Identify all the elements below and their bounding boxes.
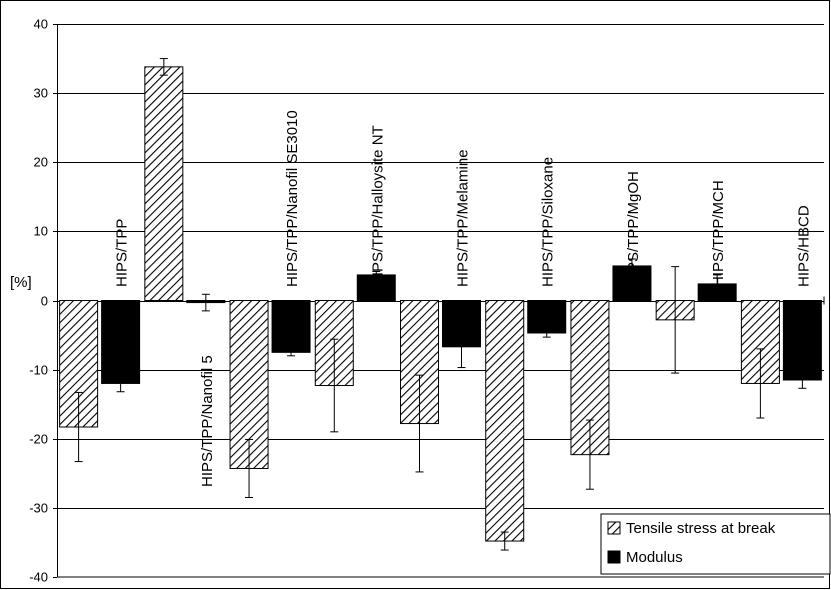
category-label: HIPS/TPP/MgOH (625, 171, 642, 287)
category-label: HIPS/HBCD (795, 205, 812, 287)
category-label: HIPS/TPP/Halloysite NT (369, 125, 386, 287)
y-axis-label: [%] (10, 274, 32, 291)
bar-modulus (527, 300, 567, 334)
legend: Tensile stress at break Modulus (600, 513, 831, 575)
bar-modulus (782, 300, 822, 381)
error-bars (74, 58, 807, 551)
bar-tensile-stress (485, 300, 525, 542)
category-label: HIPS/TPP/Nanofil SE3010 (284, 110, 301, 287)
category-label: HIPS/TPP/MCH (710, 180, 727, 287)
y-tick-label: -40 (29, 570, 48, 585)
legend-label-tensile: Tensile stress at break (626, 520, 776, 537)
bar-modulus (101, 300, 141, 384)
bars (59, 66, 822, 542)
bar-modulus (271, 300, 311, 353)
y-tick-labels: 40 30 20 10 0 -10 -20 -30 -40 (29, 17, 48, 585)
category-label: HIPS/TPP/Melamine (455, 149, 472, 287)
category-labels: HIPS/TPP HIPS/TPP/Nanofil 5 HIPS/TPP/Nanof… (114, 110, 813, 487)
axes (53, 24, 825, 578)
legend-swatch-modulus (607, 550, 621, 564)
y-tick-label: 10 (34, 224, 48, 239)
gridlines (57, 24, 824, 509)
y-tick-label: 20 (34, 155, 48, 170)
bar-modulus (356, 274, 396, 301)
category-label: HIPS/TPP (114, 219, 131, 287)
legend-box (600, 513, 831, 575)
legend-swatch-tensile (607, 521, 621, 535)
bar-tensile-stress (144, 66, 184, 301)
category-label: HIPS/TPP/Siloxane (540, 157, 557, 287)
y-tick-label: -20 (29, 432, 48, 447)
y-tick-label: 40 (34, 17, 48, 32)
y-tick-label: -30 (29, 501, 48, 516)
legend-label-modulus: Modulus (626, 549, 683, 566)
y-tick-label: 30 (34, 86, 48, 101)
y-tick-label: -10 (29, 363, 48, 378)
y-tick-label: 0 (41, 294, 48, 309)
category-label: HIPS/TPP/Nanofil 5 (199, 355, 216, 487)
